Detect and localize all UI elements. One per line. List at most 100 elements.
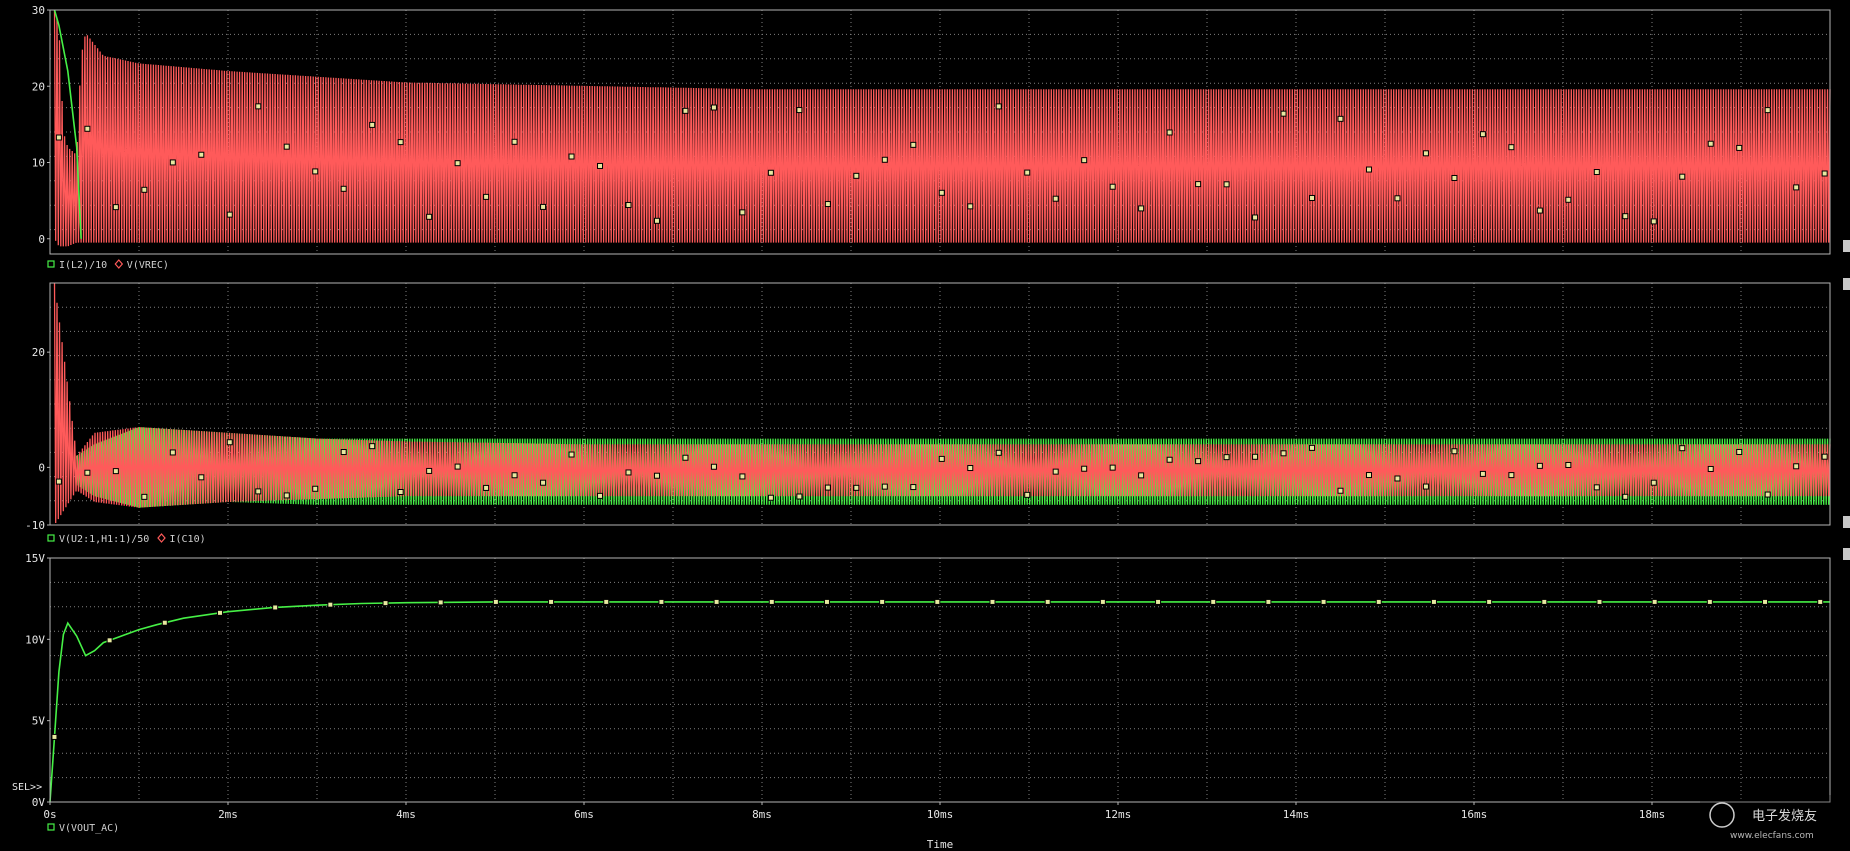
trace-marker xyxy=(1365,166,1372,173)
trace-marker xyxy=(1109,183,1116,190)
trace-marker xyxy=(658,598,665,605)
trace-marker xyxy=(710,104,717,111)
trace-marker xyxy=(511,138,518,145)
trace-marker xyxy=(369,121,376,128)
trace-marker xyxy=(540,479,547,486)
cursor-select-label[interactable]: SEL>> xyxy=(12,782,42,793)
trace-marker xyxy=(1650,479,1657,486)
trace-marker xyxy=(1166,456,1173,463)
trace-marker xyxy=(1679,445,1686,452)
trace-marker xyxy=(1536,462,1543,469)
trace-marker xyxy=(597,162,604,169)
trace-marker xyxy=(1138,205,1145,212)
trace-marker xyxy=(1223,181,1230,188)
trace-marker xyxy=(141,186,148,193)
trace-marker xyxy=(967,465,974,472)
trace-marker xyxy=(1195,181,1202,188)
trace-marker xyxy=(141,493,148,500)
trace-marker xyxy=(1309,194,1316,201)
x-tick-label: 0s xyxy=(43,808,56,821)
plot-bottom[interactable]: 15V 10V 5V 0V 0s 2ms 4ms 6ms 8ms 10ms 12ms 14ms 16m… xyxy=(25,552,1831,834)
plot-bottom-legend: V(VOUT_AC) xyxy=(47,823,119,834)
scroll-handle-top[interactable] xyxy=(1843,240,1850,252)
trace-marker xyxy=(437,599,444,606)
trace-marker xyxy=(597,492,604,499)
x-tick-label: 18ms xyxy=(1639,808,1666,821)
trace-marker xyxy=(1486,598,1493,605)
trace-marker xyxy=(1565,461,1572,468)
x-tick-label: 12ms xyxy=(1105,808,1132,821)
x-tick-label: 8ms xyxy=(752,808,772,821)
trace-marker xyxy=(1479,131,1486,138)
trace-marker xyxy=(1252,453,1259,460)
plot-middle-traces xyxy=(53,282,1831,524)
trace-marker xyxy=(1651,598,1658,605)
trace-marker xyxy=(1280,110,1287,117)
trace-marker xyxy=(767,494,774,501)
trace-marker xyxy=(1265,598,1272,605)
trace-marker xyxy=(112,468,119,475)
trace-marker xyxy=(1044,598,1051,605)
x-tick-label: 10ms xyxy=(927,808,954,821)
legend-entry-label[interactable]: V(VOUT_AC) xyxy=(59,823,119,834)
plot-middle[interactable]: 20 0 -10 V(U2:1,H1:1)/50 I(C10) xyxy=(25,282,1831,545)
trace-marker xyxy=(216,609,223,616)
plot-middle-frame xyxy=(49,282,1831,526)
trace-marker xyxy=(169,449,176,456)
legend-square-icon xyxy=(47,260,55,268)
trace-marker xyxy=(255,488,262,495)
trace-marker xyxy=(1821,170,1828,177)
trace-marker xyxy=(739,473,746,480)
legend-entry-label[interactable]: V(VREC) xyxy=(127,260,169,271)
y-tick-label: 20 xyxy=(32,80,45,93)
scroll-handle-mid[interactable] xyxy=(1843,278,1850,290)
trace-marker xyxy=(169,159,176,166)
trace-marker xyxy=(397,488,404,495)
trace-marker xyxy=(1541,598,1548,605)
trace-marker xyxy=(934,598,941,605)
trace-marker xyxy=(1337,487,1344,494)
scroll-handle-bottom[interactable] xyxy=(1843,548,1850,560)
trace-marker xyxy=(603,598,610,605)
scroll-handle-mid2[interactable] xyxy=(1843,516,1850,528)
trace-marker xyxy=(1764,107,1771,114)
trace-marker xyxy=(739,209,746,216)
y-tick-label: 5V xyxy=(32,715,46,728)
trace-marker xyxy=(1451,174,1458,181)
trace-marker xyxy=(967,203,974,210)
plot-middle-markers xyxy=(55,439,1828,501)
trace-marker xyxy=(1052,195,1059,202)
trace-marker xyxy=(55,134,62,141)
trace-marker xyxy=(255,103,262,110)
plot-top-markers xyxy=(55,103,1828,225)
trace-marker xyxy=(1707,465,1714,472)
trace-marker xyxy=(1375,598,1382,605)
trace-marker xyxy=(84,125,91,132)
trace-i-l2-10 xyxy=(53,9,82,239)
trace-marker xyxy=(483,484,490,491)
plot-top[interactable]: 30 20 10 0 I(L2)/10 V(VREC) xyxy=(32,4,1831,271)
trace-marker xyxy=(881,483,888,490)
plot-bottom-y-ticks: 15V 10V 5V 0V xyxy=(25,552,50,809)
trace-marker xyxy=(340,449,347,456)
trace-marker xyxy=(710,463,717,470)
trace-marker xyxy=(1280,450,1287,457)
trace-marker xyxy=(1679,173,1686,180)
legend-entry-label[interactable]: V(U2:1,H1:1)/50 xyxy=(59,534,149,545)
legend-entry-label[interactable]: I(L2)/10 xyxy=(59,260,107,271)
trace-marker xyxy=(653,217,660,224)
watermark-logo: 电子发烧友 www.elecfans.com xyxy=(1700,795,1840,841)
trace-marker xyxy=(1223,454,1230,461)
trace-marker xyxy=(1394,475,1401,482)
trace-marker xyxy=(1706,598,1713,605)
trace-marker xyxy=(1793,463,1800,470)
trace-marker xyxy=(1422,483,1429,490)
legend-diamond-icon xyxy=(157,533,166,543)
legend-diamond-icon xyxy=(114,259,124,269)
trace-marker xyxy=(283,492,290,499)
trace-marker xyxy=(312,168,319,175)
trace-marker xyxy=(767,169,774,176)
legend-entry-label[interactable]: I(C10) xyxy=(170,534,206,545)
trace-marker xyxy=(1622,213,1629,220)
trace-marker xyxy=(1817,598,1824,605)
